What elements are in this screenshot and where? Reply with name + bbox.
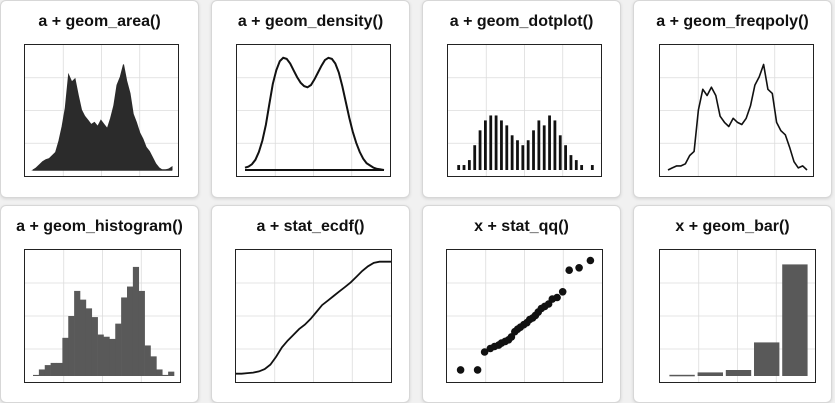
chart-title: a + geom_histogram() <box>16 218 183 235</box>
qq-chart <box>447 250 602 382</box>
plot-panel <box>446 249 603 383</box>
dot-stack <box>505 125 509 170</box>
histogram-bar <box>56 362 63 376</box>
plot-panel <box>235 249 392 383</box>
dot-stack <box>489 115 493 170</box>
dot-stack <box>494 115 498 170</box>
density-line <box>244 56 385 171</box>
plot-panel <box>659 249 816 383</box>
histogram-chart <box>25 250 180 382</box>
chart-card-area: a + geom_area() <box>0 0 199 198</box>
histogram-bar <box>127 286 134 376</box>
ecdf-chart <box>236 250 391 382</box>
ecdf-line <box>236 260 391 375</box>
qq-point <box>565 266 573 274</box>
histogram-bar <box>80 299 87 376</box>
chart-card-dotplot: a + geom_dotplot() <box>422 0 621 198</box>
dot-stack <box>590 165 594 170</box>
plot-panel <box>447 44 602 177</box>
dot-stack <box>548 115 551 170</box>
qq-point <box>553 293 561 302</box>
plot-panel <box>659 44 814 177</box>
chart-card-qq: x + stat_qq() <box>422 205 621 403</box>
dot-stack <box>473 145 477 170</box>
dot-stack <box>564 145 567 170</box>
dot-stack <box>569 155 573 170</box>
histogram-bar <box>109 338 116 376</box>
dot-stack <box>467 160 471 170</box>
dot-stack <box>457 165 461 170</box>
bar-rect <box>782 264 808 376</box>
dot-stack <box>574 160 578 170</box>
qq-point <box>480 348 489 356</box>
histogram-bar <box>150 356 157 376</box>
chart-title: x + geom_bar() <box>675 218 790 235</box>
qq-point <box>575 264 583 272</box>
chart-card-histogram: a + geom_histogram() <box>0 205 199 403</box>
plot-panel <box>236 44 391 177</box>
plot-panel <box>24 249 181 383</box>
qq-point <box>473 366 482 374</box>
area-chart <box>25 45 178 176</box>
dot-stack <box>462 165 466 170</box>
dot-stack <box>516 140 519 170</box>
bar-rect <box>754 342 780 376</box>
chart-card-density: a + geom_density() <box>211 0 410 198</box>
qq-point <box>456 366 465 374</box>
histogram-bar <box>38 369 46 376</box>
histogram-bar <box>168 371 175 376</box>
histogram-bar <box>132 266 140 376</box>
histogram-bar <box>62 337 69 376</box>
bar-rect <box>725 370 752 376</box>
histogram-bar <box>68 316 75 376</box>
dot-stack <box>542 125 546 170</box>
dot-stack <box>526 140 530 170</box>
histogram-bar <box>74 290 81 376</box>
bar-rect <box>697 372 723 376</box>
dot-stack <box>537 120 541 170</box>
histogram-bar <box>103 336 110 376</box>
dot-stack <box>478 130 482 170</box>
histogram-bar <box>50 362 57 376</box>
histogram-bar <box>144 345 151 376</box>
histogram-bar <box>115 323 122 376</box>
dotplot-chart <box>448 45 601 176</box>
chart-title: a + geom_area() <box>38 13 161 30</box>
qq-point <box>558 288 567 296</box>
histogram-bar <box>33 374 40 376</box>
dot-stack <box>553 120 557 170</box>
dot-stack <box>484 120 487 170</box>
histogram-bar <box>97 334 104 376</box>
dot-stack <box>521 145 525 170</box>
chart-title: a + stat_ecdf() <box>256 218 365 235</box>
chart-title: a + geom_density() <box>237 13 384 30</box>
dot-stack <box>532 130 535 170</box>
chart-card-bar: x + geom_bar() <box>633 205 832 403</box>
histogram-bar <box>156 369 163 376</box>
histogram-bar <box>121 297 128 376</box>
chart-title: a + geom_dotplot() <box>449 13 594 30</box>
freqpoly-line <box>667 63 808 171</box>
histogram-bar <box>162 374 169 376</box>
bar-chart <box>660 250 815 382</box>
dot-stack <box>510 135 514 170</box>
qq-point <box>586 256 595 265</box>
chart-title: a + geom_freqpoly() <box>656 13 809 30</box>
dot-stack <box>580 165 584 170</box>
chart-card-freqpoly: a + geom_freqpoly() <box>633 0 832 198</box>
area-series <box>31 64 173 171</box>
dot-stack <box>500 120 503 170</box>
bar-rect <box>669 374 695 377</box>
histogram-bar <box>91 317 98 376</box>
histogram-bar <box>138 290 145 376</box>
plot-panel <box>24 44 179 177</box>
chart-title: x + stat_qq() <box>474 218 569 235</box>
histogram-bar <box>44 365 51 376</box>
chart-card-ecdf: a + stat_ecdf() <box>211 205 410 403</box>
freqpoly-chart <box>660 45 813 176</box>
density-chart <box>237 45 390 176</box>
histogram-bar <box>85 308 93 376</box>
dot-stack <box>558 135 562 170</box>
